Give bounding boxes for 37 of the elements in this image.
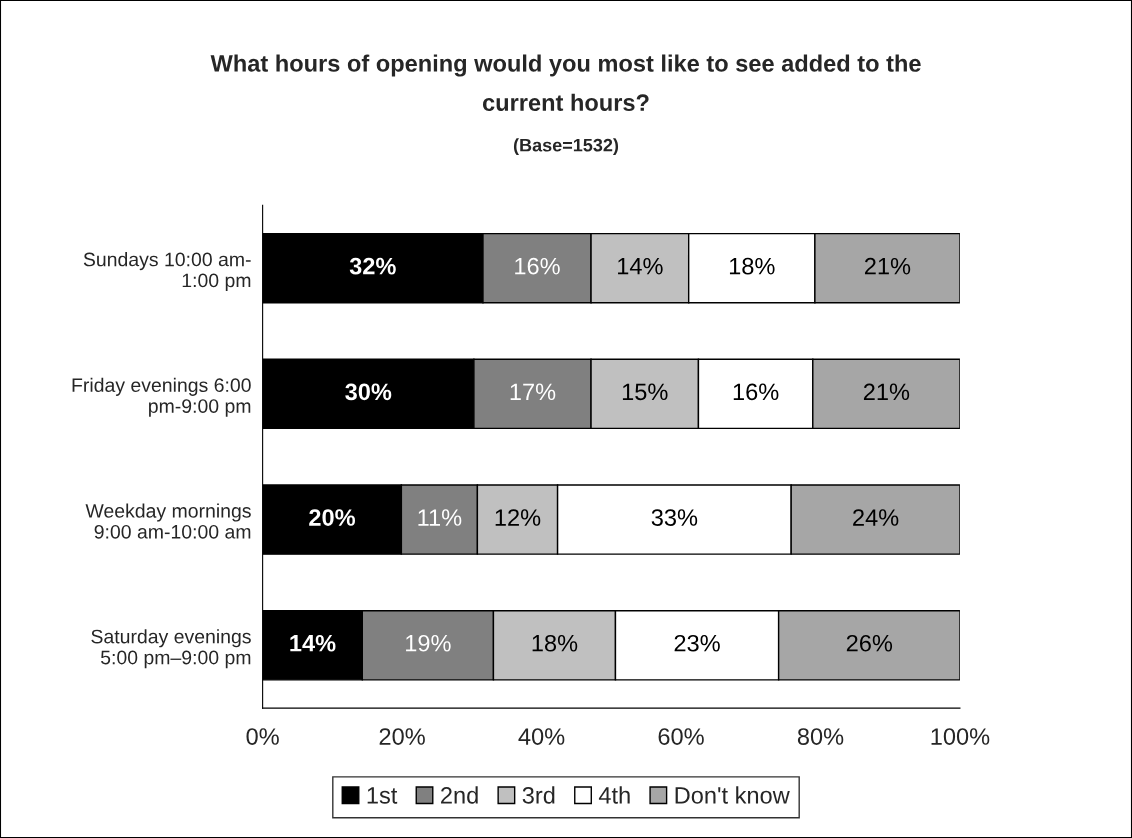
chart-subtitle: (Base=1532) — [513, 138, 619, 156]
data-label: 21% — [863, 383, 910, 401]
data-label: 33% — [651, 509, 698, 526]
data-label: 21% — [864, 257, 911, 275]
y-tick-label: Sundays 10:00 am- 1:00 pm — [83, 252, 251, 292]
data-label: 20% — [309, 509, 356, 526]
legend-label: 3rd — [522, 786, 555, 804]
x-tick-label: 100% — [931, 728, 990, 745]
y-tick-label: Weekday mornings 9:00 am-10:00 am — [85, 503, 251, 539]
data-label: 24% — [853, 509, 899, 526]
data-label: 19% — [406, 634, 451, 652]
data-label: 32% — [349, 257, 396, 275]
data-label: 12% — [495, 509, 541, 526]
chart-title: What hours of opening would you most like to see added to the current hours? — [210, 54, 921, 112]
y-tick-label: Friday evenings 6:00 pm-9:00 pm — [72, 377, 251, 417]
x-tick-label: 40% — [518, 728, 565, 745]
data-label: 16% — [733, 383, 779, 401]
data-label: 14% — [290, 634, 336, 652]
data-label: 30% — [345, 383, 392, 401]
x-tick-label: 60% — [658, 728, 704, 745]
data-label: 18% — [532, 634, 578, 652]
legend-label: 1st — [367, 787, 398, 804]
legend-label: Don't know — [675, 786, 790, 804]
data-label: 11% — [418, 509, 462, 526]
y-tick-label: Saturday evenings 5:00 pm–9:00 pm — [91, 629, 251, 669]
data-label: 14% — [618, 257, 663, 275]
data-label: 23% — [674, 634, 720, 652]
x-tick-label: 80% — [797, 728, 844, 745]
data-label: 18% — [729, 257, 775, 275]
data-label: 16% — [515, 257, 560, 275]
data-label: 15% — [622, 383, 668, 401]
legend-label: 2nd — [441, 786, 478, 804]
data-label: 26% — [846, 634, 893, 652]
x-tick-label: 0% — [246, 728, 279, 745]
data-label: 17% — [510, 383, 556, 401]
legend-label: 4th — [598, 786, 630, 804]
x-tick-label: 20% — [379, 728, 425, 745]
